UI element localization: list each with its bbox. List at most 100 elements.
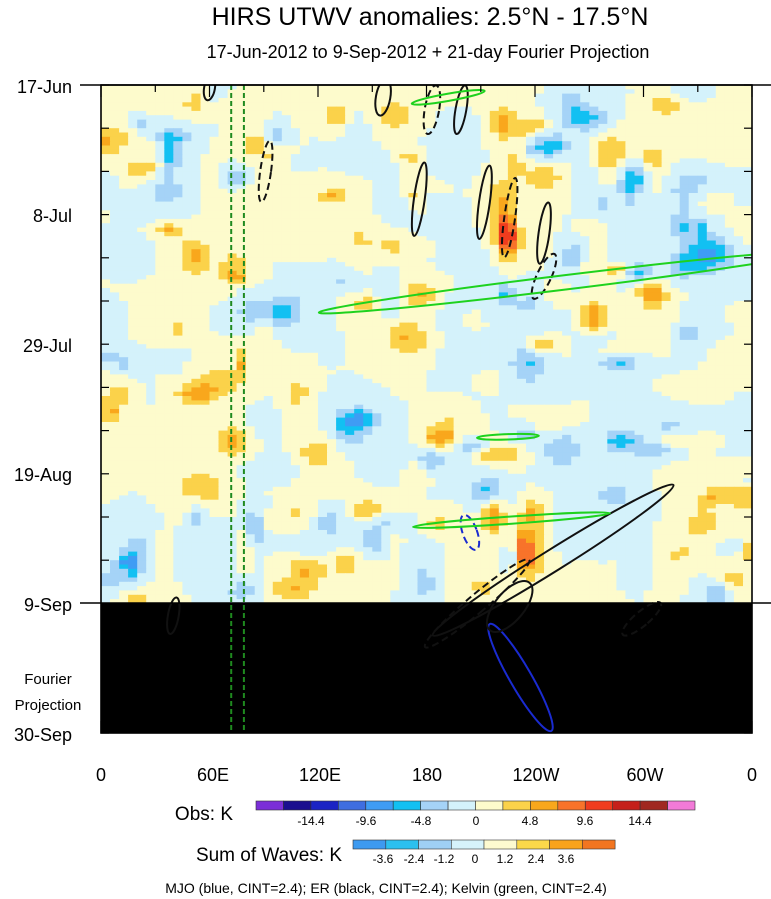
field-cell [281,89,292,95]
field-cell [715,253,726,259]
field-cell [706,145,717,151]
field-cell [200,370,210,375]
field-cell [191,210,201,216]
field-cell [110,93,120,99]
field-cell [580,275,590,280]
field-cell [607,240,617,246]
field-cell [209,257,219,263]
field-cell [390,339,400,345]
field-cell [706,244,717,250]
field-cell [444,102,455,108]
field-cell [299,128,310,133]
field-cell [164,357,174,362]
field-cell [309,283,319,289]
field-cell [173,292,183,298]
field-cell [281,275,292,280]
field-cell [562,98,572,103]
field-cell [616,270,626,276]
field-cell [119,275,129,280]
field-cell [417,314,427,319]
field-cell [399,288,409,293]
field-cell [688,244,699,250]
field-cell [426,132,436,138]
field-cell [706,314,717,319]
field-cell [562,119,572,125]
field-cell [128,106,138,112]
field-cell [706,201,717,207]
field-cell [272,318,283,324]
field-cell [715,288,726,293]
field-cell [327,305,337,311]
field-cell [236,314,247,319]
field-cell [354,188,364,194]
field-cell [715,292,726,298]
field-cell [435,197,445,203]
field-cell [164,361,174,367]
field-cell [471,236,482,241]
field-cell [155,227,165,233]
field-cell [453,370,464,375]
field-cell [706,361,717,367]
field-cell [507,119,518,125]
field-cell [245,106,256,112]
field-cell [661,240,672,246]
field-cell [227,301,238,306]
field-cell [290,85,301,90]
field-cell [281,262,292,267]
field-cell [724,270,735,276]
field-cell [381,314,391,319]
field-cell [354,227,364,233]
field-cell [209,93,219,99]
field-cell [507,288,518,293]
field-cell [580,154,590,159]
field-cell [110,326,120,332]
field-cell [625,275,635,280]
field-cell [507,180,518,185]
field-cell [435,331,445,336]
field-cell [598,89,608,95]
field-cell [598,184,608,190]
field-cell [110,89,120,95]
field-cell [336,383,346,388]
field-cell [516,322,527,328]
field-cell [643,102,653,108]
field-cell [544,365,554,371]
field-cell [743,201,752,207]
field-cell [363,370,373,375]
field-cell [200,279,210,285]
field-cell [480,115,491,120]
field-cell [399,370,409,375]
field-cell [580,318,590,324]
field-cell [435,270,445,276]
field-cell [426,210,436,216]
field-cell [128,132,138,138]
field-cell [652,326,662,332]
field-cell [299,352,310,358]
field-cell [616,322,626,328]
field-cell [155,149,165,155]
field-cell [743,270,752,276]
field-cell [489,236,500,241]
field-cell [146,231,156,237]
field-cell [580,374,590,380]
field-cell [101,149,111,155]
field-cell [580,206,590,211]
field-cell [309,383,319,388]
field-cell [598,136,608,142]
field-cell [155,270,165,276]
field-cell [661,223,672,228]
field-cell [489,214,500,220]
field-cell [688,110,699,116]
field-cell [571,374,581,380]
field-cell [516,98,527,103]
field-cell [444,158,455,164]
field-cell [290,318,301,324]
field-cell [345,132,355,138]
field-cell [661,257,672,263]
field-cell [146,270,156,276]
field-cell [535,339,545,345]
field-cell [471,85,482,90]
field-cell [119,305,129,311]
field-cell [688,214,699,220]
field-cell [399,210,409,216]
